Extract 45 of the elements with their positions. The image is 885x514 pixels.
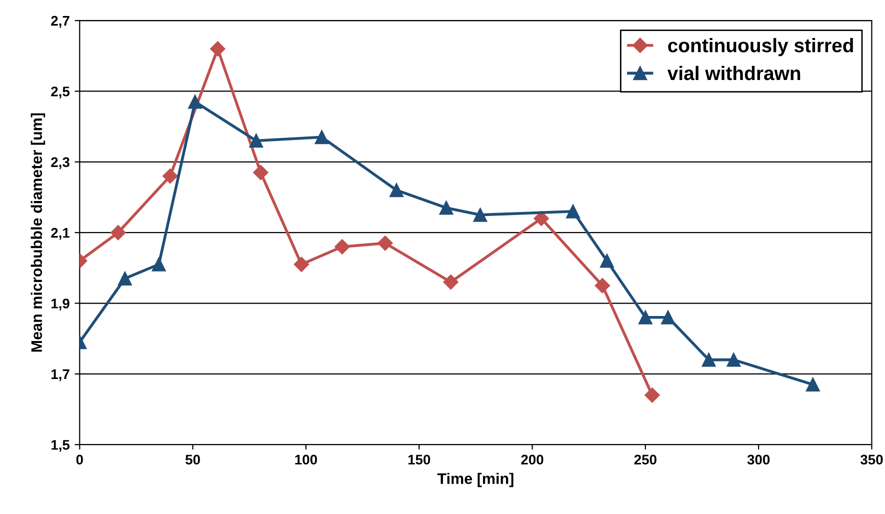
- x-tick-label: 100: [295, 454, 317, 465]
- point: [661, 310, 675, 324]
- point: [152, 257, 166, 272]
- x-tick-label: 200: [521, 454, 544, 465]
- y-tick-label: 2,5: [51, 86, 70, 98]
- point: [210, 41, 226, 56]
- point: [334, 239, 350, 254]
- point: [439, 200, 454, 215]
- y-tick-label: 1,5: [51, 440, 70, 452]
- y-axis-title: Mean microbubble diameter [um]: [30, 113, 46, 352]
- y-tick-label: 1,9: [51, 298, 70, 310]
- point: [378, 236, 393, 251]
- y-tick-label: 2,1: [51, 228, 70, 240]
- point: [473, 208, 488, 222]
- point: [806, 378, 820, 392]
- x-tick-label: 300: [747, 454, 770, 465]
- point: [294, 256, 309, 272]
- point: [638, 310, 652, 324]
- y-tick-label: 1,7: [51, 369, 70, 382]
- point: [702, 352, 716, 367]
- point: [534, 210, 549, 226]
- point: [110, 225, 126, 240]
- point: [566, 204, 580, 218]
- x-tick-label: 0: [76, 454, 83, 465]
- point: [594, 278, 610, 294]
- point: [249, 134, 264, 148]
- point: [314, 130, 329, 144]
- point: [162, 168, 178, 184]
- point: [600, 254, 614, 268]
- y-tick-label: 2,3: [51, 157, 70, 170]
- y-tick-label: 2,7: [51, 16, 70, 28]
- x-tick-label: 150: [408, 454, 430, 465]
- point: [390, 183, 404, 198]
- x-tick-label: 250: [634, 454, 656, 465]
- x-tick-label: 350: [860, 454, 883, 465]
- point: [118, 272, 132, 286]
- point: [726, 352, 741, 367]
- x-tick-label: 50: [186, 454, 200, 465]
- point: [644, 388, 660, 403]
- x-axis-title: Time [min]: [437, 472, 514, 488]
- legend-label: vial withdrawn: [667, 66, 800, 80]
- point: [253, 164, 268, 180]
- point: [188, 94, 202, 109]
- point: [443, 274, 458, 290]
- legend-label: continuously stirred: [668, 38, 853, 56]
